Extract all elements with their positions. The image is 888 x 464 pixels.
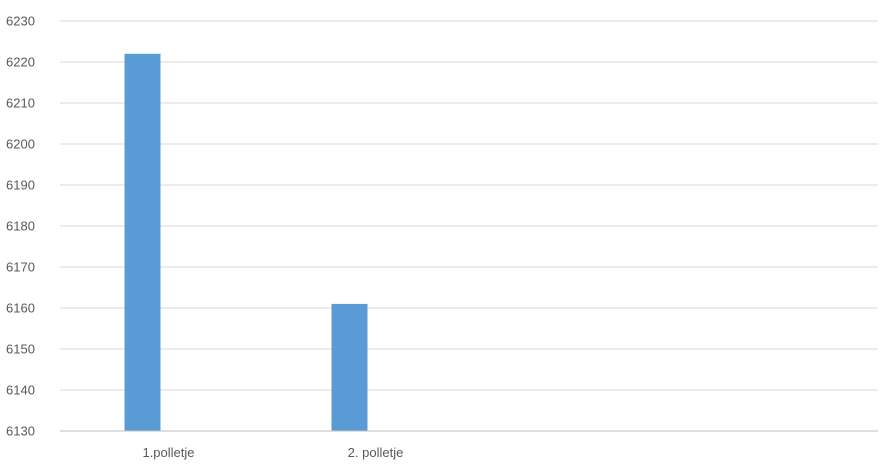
bar-2 bbox=[331, 303, 368, 431]
y-tick-label: 6210 bbox=[6, 96, 35, 111]
bars bbox=[124, 53, 368, 432]
bar-1 bbox=[124, 53, 161, 432]
x-category-label: 1.polletje bbox=[142, 445, 194, 460]
y-tick-label: 6200 bbox=[6, 137, 35, 152]
y-tick-label: 6150 bbox=[6, 342, 35, 357]
y-tick-label: 6230 bbox=[6, 14, 35, 29]
y-tick-label: 6170 bbox=[6, 260, 35, 275]
x-axis-labels: 1.polletje 2. polletje bbox=[142, 445, 403, 460]
y-tick-label: 6140 bbox=[6, 383, 35, 398]
x-category-label: 2. polletje bbox=[348, 445, 404, 460]
y-tick-label: 6190 bbox=[6, 178, 35, 193]
y-axis-ticks: 6130 6140 6150 6160 6170 6180 6190 6200 6210 6220… bbox=[6, 14, 35, 439]
gridlines bbox=[60, 20, 878, 391]
y-tick-label: 6160 bbox=[6, 301, 35, 316]
y-tick-label: 6130 bbox=[6, 424, 35, 439]
y-tick-label: 6220 bbox=[6, 55, 35, 70]
y-tick-label: 6180 bbox=[6, 219, 35, 234]
